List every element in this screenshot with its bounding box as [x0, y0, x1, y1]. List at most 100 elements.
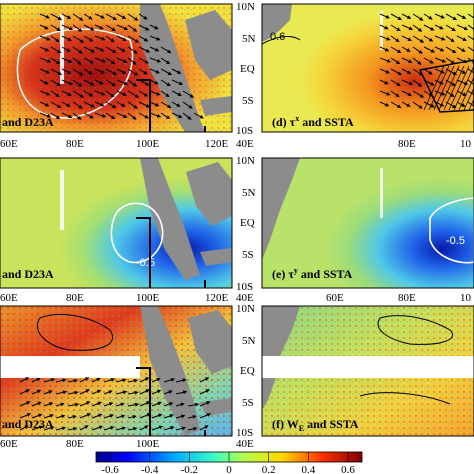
wind-arrow: [50, 90, 60, 98]
wind-arrow: [55, 402, 65, 407]
wind-arrow: [139, 389, 150, 395]
wind-arrow: [105, 79, 116, 87]
panel-d-field: [262, 4, 474, 132]
wind-arrow: [31, 389, 42, 395]
wind-arrow: [50, 101, 62, 109]
wind-arrow: [50, 13, 63, 21]
lat-ticks-row3: 10N 5N EQ 5S 10S: [236, 303, 256, 439]
wind-arrow: [423, 101, 436, 108]
wind-arrow: [67, 378, 78, 383]
land-java: [200, 96, 232, 116]
wind-arrow: [434, 68, 445, 74]
colorbar-tick-label: 0.6: [341, 464, 355, 474]
wind-arrow: [127, 35, 140, 43]
wind-arrow: [423, 35, 434, 42]
wind-arrow: [94, 57, 107, 63]
wind-arrow: [83, 79, 95, 86]
wind-arrow: [83, 24, 95, 31]
colorbar-tick-label: 0.2: [262, 464, 276, 474]
wind-arrow: [434, 101, 445, 107]
wind-arrow: [187, 402, 200, 407]
wind-arrow: [127, 402, 140, 407]
wind-arrow: [456, 57, 468, 63]
wind-arrow: [61, 24, 74, 31]
wind-arrow: [61, 35, 72, 41]
hatch-line: [463, 87, 474, 111]
wind-arrow: [182, 101, 193, 109]
wind-arrow: [105, 101, 117, 109]
wind-arrow: [467, 24, 474, 32]
svg-text:EQ: EQ: [240, 63, 255, 75]
wind-arrow: [61, 112, 73, 118]
wind-arrow: [379, 68, 390, 74]
wind-arrow: [160, 46, 172, 54]
wind-arrow: [163, 414, 174, 419]
wind-arrow: [105, 46, 117, 54]
wind-arrow: [72, 90, 85, 98]
wind-arrow: [412, 57, 422, 65]
wind-arrow: [127, 101, 138, 109]
panel-e-contour-label: -0.5: [446, 235, 465, 247]
panel-d: 0.6 (d) τx and SSTA: [261, 4, 474, 132]
wind-arrow: [139, 401, 151, 407]
wind-arrow: [72, 13, 84, 21]
wind-arrow: [423, 57, 434, 64]
wind-arrow: [55, 414, 66, 419]
svg-text:EQ: EQ: [240, 217, 255, 229]
land-borneo-b: [186, 162, 232, 226]
wind-arrow: [116, 90, 127, 96]
wind-arrow: [83, 13, 93, 20]
wind-arrow: [50, 24, 61, 32]
wind-arrow: [456, 101, 466, 107]
wind-arrow: [171, 68, 182, 74]
wind-arrow: [72, 35, 85, 43]
wind-arrow: [175, 414, 186, 419]
wind-arrow: [467, 101, 474, 109]
wind-vectors-a: [19, 377, 212, 431]
wind-arrow: [445, 35, 455, 43]
svg-text:80E: 80E: [66, 438, 84, 450]
wind-arrow: [171, 79, 184, 86]
wind-arrow: [127, 90, 140, 98]
wind-arrow: [434, 57, 447, 63]
wind-arrow: [175, 402, 185, 407]
panel-d-contour-label: 0.6: [270, 31, 285, 43]
wind-arrow: [434, 24, 444, 30]
wind-arrow: [163, 425, 175, 431]
wind-arrow: [67, 426, 78, 431]
wind-arrow: [423, 46, 436, 53]
wind-arrow: [19, 425, 29, 431]
wind-arrow: [127, 13, 139, 21]
wind-arrow: [127, 112, 137, 120]
wind-arrow: [67, 390, 79, 395]
wind-arrow: [434, 46, 445, 52]
wind-arrow: [61, 79, 74, 86]
wind-arrow: [50, 35, 60, 43]
wind-arrow: [199, 377, 210, 383]
wind-arrow: [467, 68, 474, 76]
panel-a: and D23A: [0, 306, 232, 436]
colorbar-tick-label: 0: [226, 464, 232, 474]
wind-arrow: [379, 35, 391, 41]
wind-arrow: [127, 390, 139, 395]
wind-arrow: [61, 57, 73, 63]
wind-arrow: [423, 24, 435, 31]
wind-arrow: [91, 413, 103, 419]
wind-arrow: [151, 377, 161, 383]
wind-arrow: [445, 90, 455, 98]
wind-arrow: [31, 425, 44, 431]
left-lon-ticks-row1: 60E 80E 100E 120E: [0, 138, 229, 150]
wind-arrow: [434, 13, 445, 19]
wind-arrow: [19, 401, 31, 407]
wind-arrow: [160, 79, 171, 87]
wind-arrow: [43, 414, 54, 419]
hatch-line: [428, 65, 450, 111]
wind-arrow: [445, 101, 457, 109]
svg-text:80E: 80E: [398, 292, 416, 304]
wind-arrow: [401, 46, 411, 52]
wind-arrow: [379, 24, 389, 30]
wind-arrow: [83, 57, 94, 64]
svg-text:10S: 10S: [236, 281, 253, 293]
wind-arrow: [412, 90, 425, 98]
panel-d-hatched-contour: [418, 59, 474, 113]
